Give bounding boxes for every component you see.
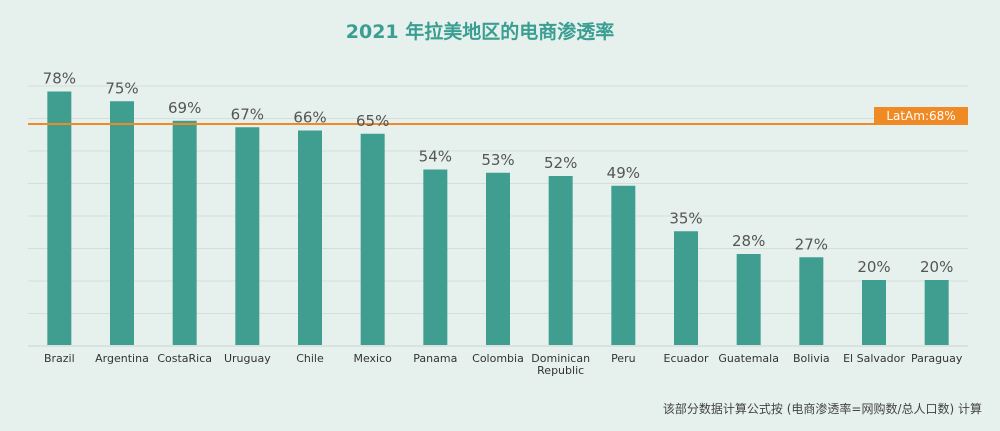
category-label: Peru <box>611 352 636 365</box>
value-label: 20% <box>920 258 953 276</box>
category-label: El Salvador <box>843 352 905 365</box>
bar <box>47 91 72 345</box>
value-label: 65% <box>356 112 389 130</box>
bar <box>611 185 636 345</box>
value-label: 27% <box>795 235 828 253</box>
value-label: 78% <box>43 70 76 88</box>
chart-title: 2021 年拉美地区的电商渗透率 <box>346 20 615 43</box>
category-label: Paraguay <box>911 352 963 365</box>
reference-line: LatAm:68% <box>28 107 968 125</box>
bar <box>924 280 949 345</box>
value-label: 53% <box>481 151 514 169</box>
bar <box>110 101 134 345</box>
value-label: 54% <box>419 148 452 166</box>
category-label: Chile <box>296 352 324 365</box>
bar <box>674 231 698 345</box>
footnote: 该部分数据计算公式按 (电商渗透率=网购数/总人口数) 计算 <box>663 401 982 416</box>
category-label: Argentina <box>95 352 149 365</box>
value-label: 66% <box>293 109 326 127</box>
bars <box>47 91 949 345</box>
category-label: CostaRica <box>157 352 212 365</box>
bar <box>172 120 197 345</box>
bar <box>298 130 322 345</box>
bar <box>235 127 260 345</box>
bar <box>486 172 510 345</box>
value-label: 28% <box>732 232 765 250</box>
category-label: Brazil <box>44 352 75 365</box>
bar <box>736 254 761 345</box>
value-labels: 78% 75% 69% 67% 66% 65% 54% 53% 52% 49% 35% 28% 27% 2… <box>43 70 954 277</box>
category-label: Ecuador <box>664 352 709 365</box>
category-label: Uruguay <box>224 352 271 365</box>
category-labels: Brazil Argentina CostaRica Uruguay Chile Mexi… <box>44 352 963 377</box>
bar <box>799 257 824 345</box>
category-label: Mexico <box>353 352 392 365</box>
reference-line-badge <box>874 107 968 125</box>
bar <box>548 176 573 345</box>
value-label: 67% <box>231 105 264 123</box>
category-label: Colombia <box>472 352 524 365</box>
category-label: Guatemala <box>718 352 779 365</box>
category-label: Panama <box>413 352 457 365</box>
value-label: 49% <box>607 164 640 182</box>
bar <box>423 169 448 345</box>
value-label: 75% <box>105 79 138 97</box>
bar <box>360 133 385 345</box>
bar <box>862 280 886 345</box>
value-label: 52% <box>544 154 577 172</box>
category-label: Dominican Republic <box>531 352 590 377</box>
value-label: 20% <box>857 258 890 276</box>
value-label: 69% <box>168 99 201 117</box>
category-label: Bolivia <box>793 352 830 365</box>
value-label: 35% <box>669 209 702 227</box>
reference-line-label: LatAm:68% <box>886 109 955 123</box>
